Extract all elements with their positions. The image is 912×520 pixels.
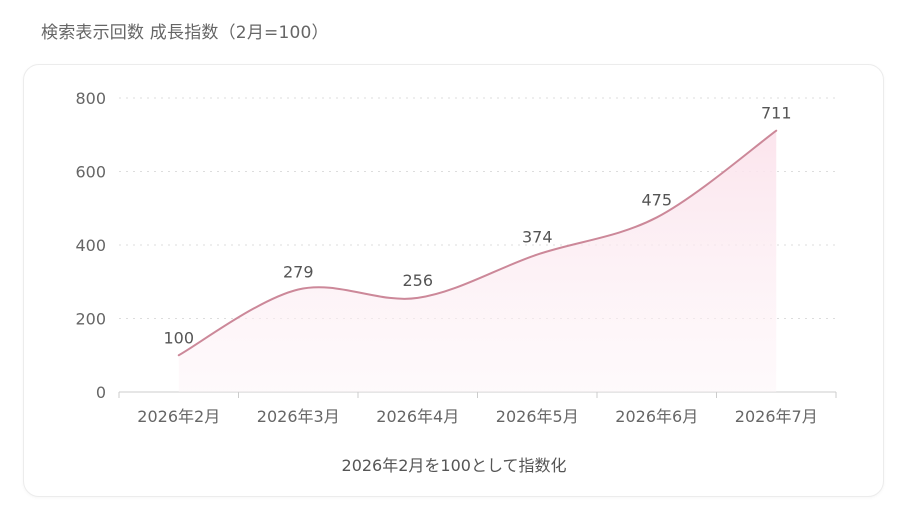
data-label: 279	[283, 262, 314, 281]
data-label: 374	[522, 228, 553, 247]
series-area	[178, 130, 777, 392]
x-tick-label: 2026年4月	[376, 407, 459, 426]
y-tick-label: 800	[75, 89, 106, 108]
page-title: 検索表示回数 成長指数（2月=100）	[41, 23, 329, 43]
y-tick-label: 0	[96, 383, 106, 402]
series-line	[177, 129, 778, 357]
x-tick-label: 2026年6月	[615, 407, 698, 426]
x-axis-title: 2026年2月を100として指数化	[342, 456, 567, 475]
y-axis: 0 200 400 600 800	[75, 89, 106, 402]
series-layer	[177, 129, 778, 392]
data-label: 256	[402, 271, 433, 290]
y-tick-label: 600	[75, 163, 106, 182]
x-axis: 2026年2月 2026年3月 2026年4月 2026年5月 2026年6月 2026年…	[118, 391, 837, 426]
y-tick-label: 400	[75, 236, 106, 255]
y-tick-label: 200	[75, 310, 106, 329]
x-tick-label: 2026年3月	[257, 407, 340, 426]
data-labels: 100 279 256 374 475 711	[163, 104, 791, 348]
data-label: 711	[761, 104, 792, 123]
x-tick-label: 2026年5月	[496, 407, 579, 426]
x-tick-label: 2026年2月	[137, 407, 220, 426]
x-tick-label: 2026年7月	[735, 407, 818, 426]
data-label: 100	[163, 328, 194, 347]
data-label: 475	[641, 190, 672, 209]
